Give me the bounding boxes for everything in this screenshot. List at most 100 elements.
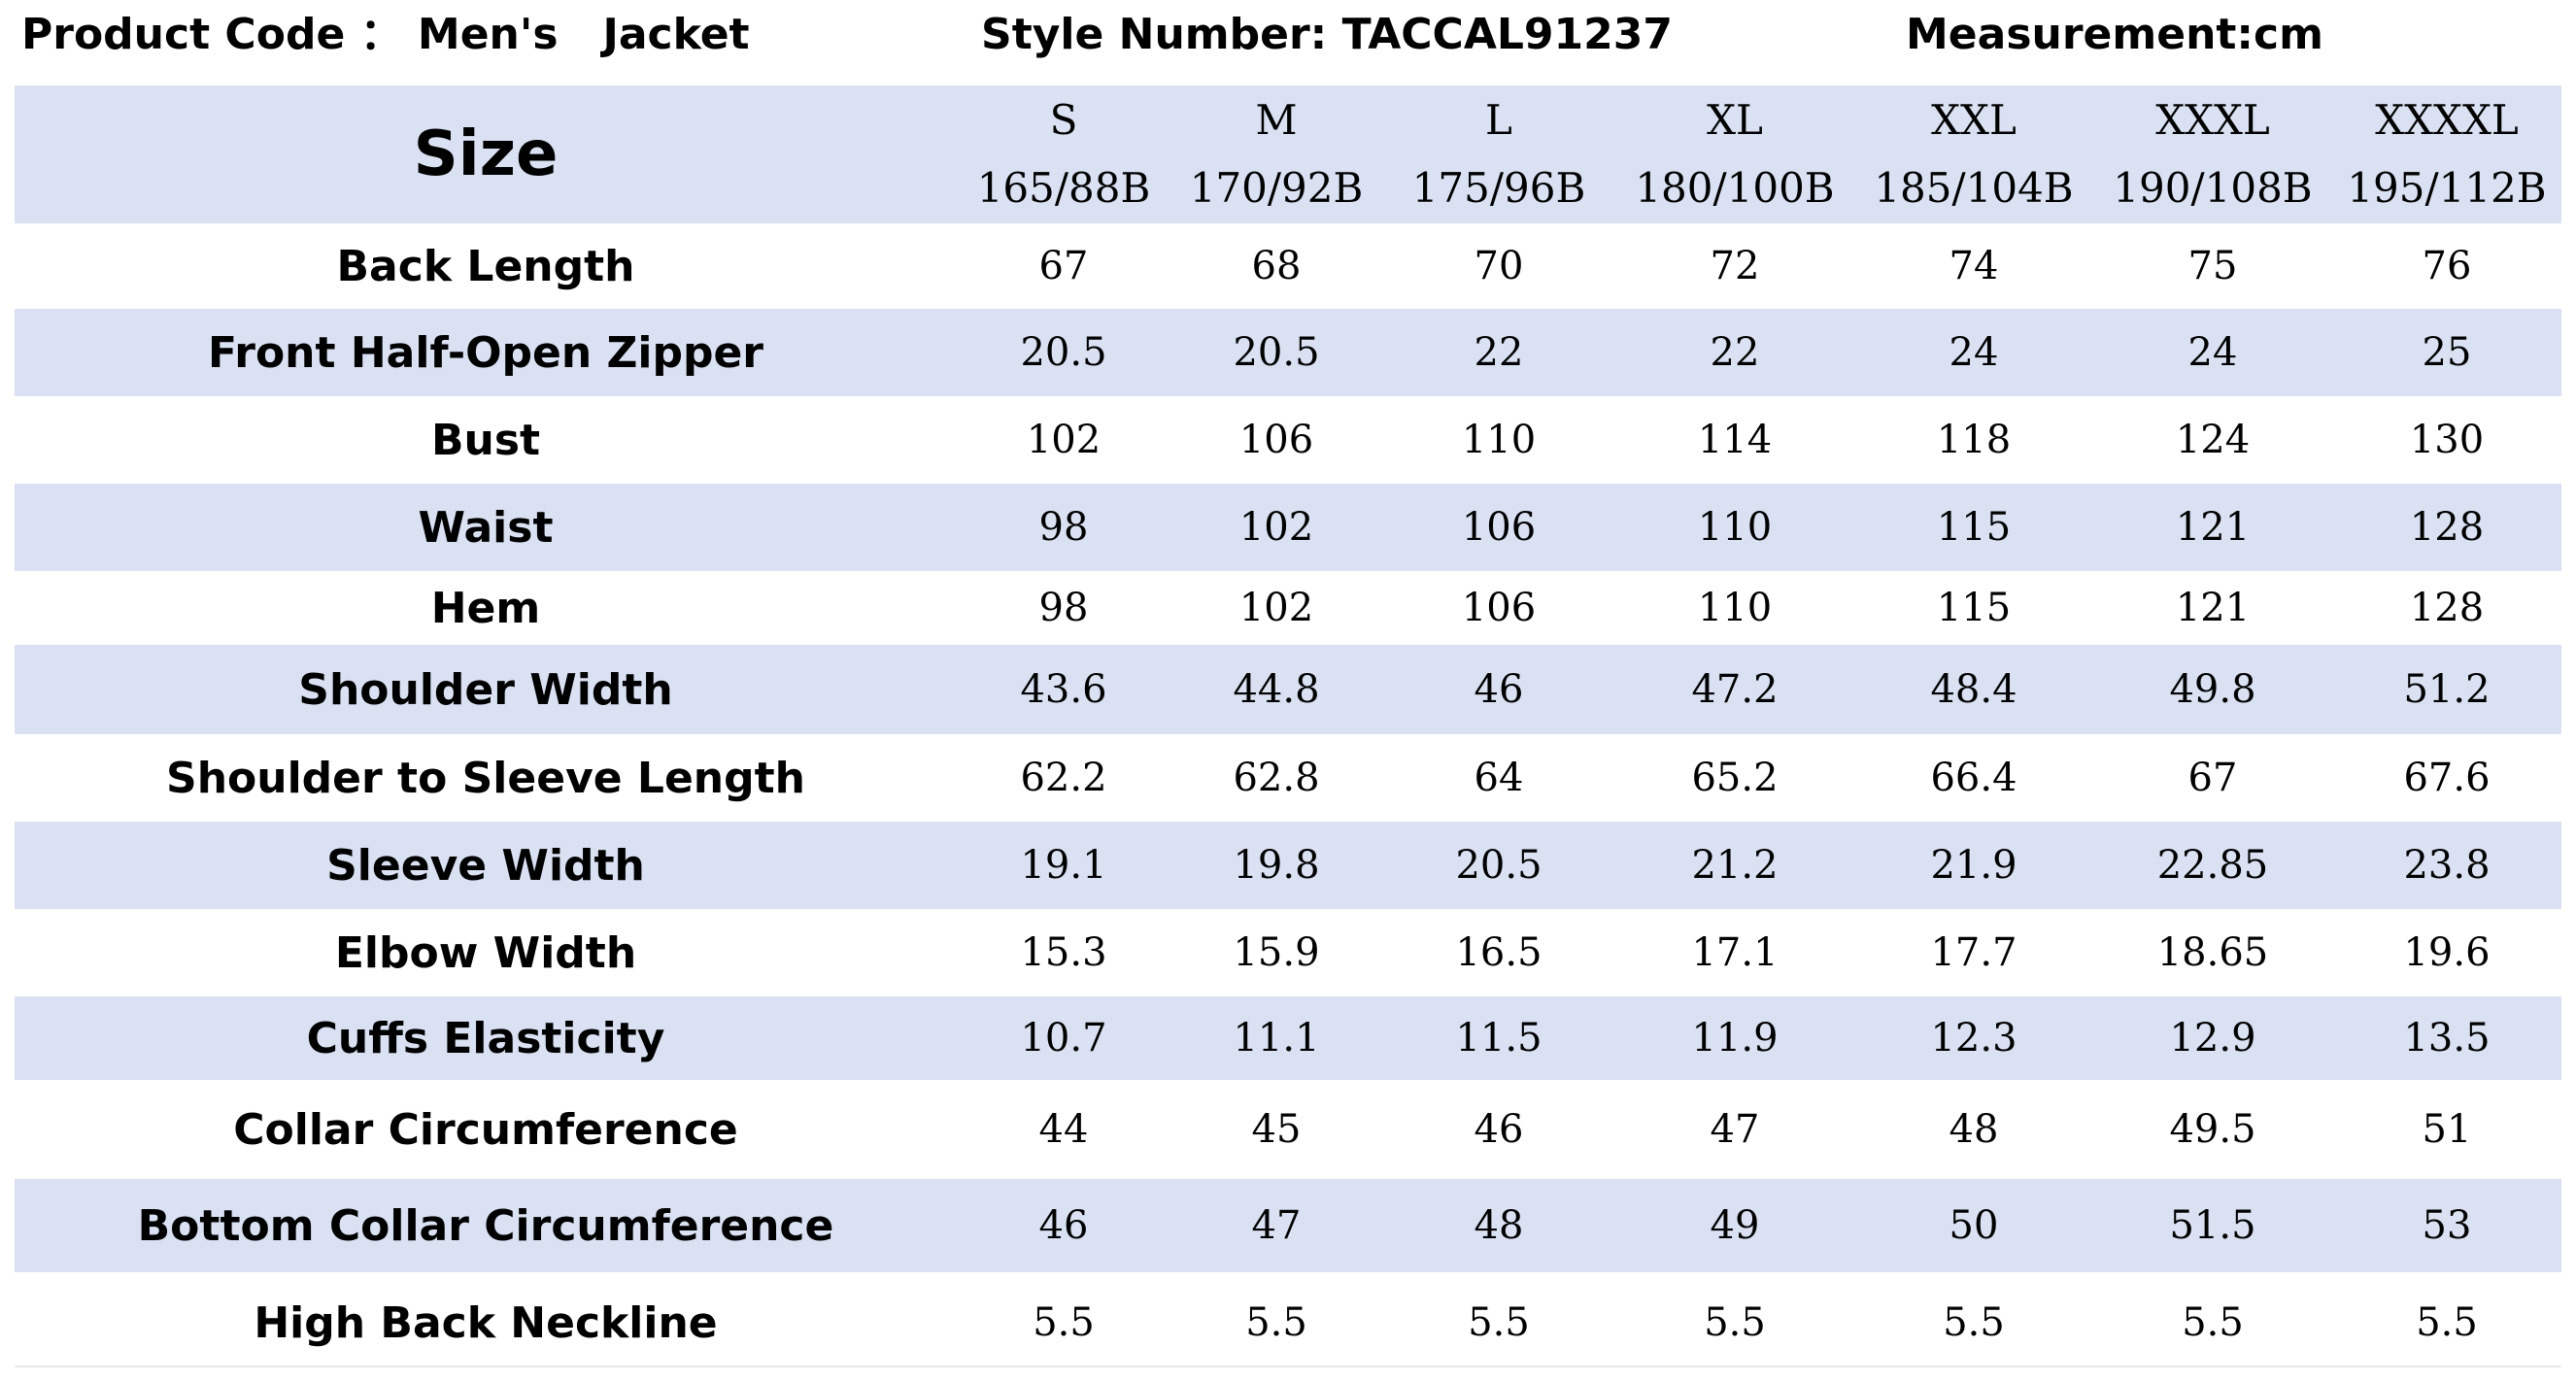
measurement-cell: 5.5 [1943,1300,2005,1345]
measurement-cell: 114 [1697,418,1773,462]
measurement-cell: 43.6 [957,645,1170,734]
measurement-cell: 21.9 [1854,822,2093,909]
product-code-label: Product Code ： Men's Jacket [21,10,750,59]
measurement-cell: 128 [2409,586,2485,630]
measurement-cell: 15.3 [1020,930,1107,975]
table-row: Collar Circumference 44 45 46 47 48 49.5 51 [15,1080,2561,1179]
measurement-unit-label: Measurement:cm [1906,10,2323,59]
measurement-cell: 46 [1382,645,1615,734]
measurement-cell: 5.5 [1468,1300,1530,1345]
row-label: Shoulder to Sleeve Length [166,753,805,803]
row-label: Elbow Width [334,927,637,978]
measurement-cell: 106 [1238,418,1314,462]
measurement-cell: 49.5 [2169,1107,2256,1152]
measurement-cell: 121 [2093,484,2332,571]
size-header-cell: L 175/96B [1382,85,1615,223]
measurement-cell: 53 [2332,1179,2561,1272]
size-code: L [1485,96,1512,144]
bottom-divider [15,1365,2561,1367]
measurement-cell: 102 [1026,418,1102,462]
row-label: Cuffs Elasticity [15,996,957,1080]
measurement-cell: 51.5 [2093,1179,2332,1272]
size-header-cell: M 170/92B [1170,85,1382,223]
measurement-cell: 11.1 [1170,996,1382,1080]
measurement-cell: 5.5 [1245,1300,1307,1345]
measurement-cell: 47.2 [1615,645,1854,734]
measurement-cell: 62.8 [1233,756,1320,800]
measurement-cell: 66.4 [1930,756,2017,800]
size-spec: 190/108B [2113,164,2313,212]
measurement-cell: 50 [1854,1179,2093,1272]
measurement-cell: 74 [1949,244,1999,288]
measurement-cell: 11.9 [1615,996,1854,1080]
measurement-cell: 102 [1238,586,1314,630]
measurement-cell: 67 [2187,756,2238,800]
measurement-cell: 67 [1038,244,1089,288]
row-label: Shoulder Width [15,645,957,734]
row-label: Back Length [336,241,635,291]
measurement-cell: 106 [1382,484,1615,571]
table-row: Waist 98 102 106 110 115 121 128 [15,484,2561,571]
table-row: Shoulder to Sleeve Length 62.2 62.8 64 65.2 6… [15,734,2561,822]
measurement-cell: 62.2 [1020,756,1107,800]
size-column-title: Size [15,85,957,223]
size-spec: 180/100B [1635,164,1835,212]
measurement-cell: 48 [1382,1179,1615,1272]
measurement-cell: 51 [2422,1107,2472,1152]
measurement-cell: 49 [1615,1179,1854,1272]
measurement-rows: Back Length 67 68 70 72 74 75 76 Front Half-Open… [15,223,2561,1373]
size-code: XXL [1931,96,2017,144]
measurement-cell: 72 [1710,244,1760,288]
measurement-cell: 22 [1615,309,1854,396]
measurement-cell: 130 [2409,418,2485,462]
measurement-cell: 98 [1038,586,1089,630]
row-label: Waist [15,484,957,571]
measurement-cell: 22 [1382,309,1615,396]
row-label: Front Half-Open Zipper [15,309,957,396]
measurement-cell: 19.6 [2403,930,2491,975]
measurement-cell: 128 [2332,484,2561,571]
measurement-cell: 22.85 [2093,822,2332,909]
measurement-cell: 5.5 [2416,1300,2478,1345]
measurement-cell: 20.5 [1170,309,1382,396]
measurement-cell: 70 [1474,244,1524,288]
table-row: Elbow Width 15.3 15.9 16.5 17.1 17.7 18.65 19.6 [15,909,2561,996]
measurement-cell: 64 [1474,756,1524,800]
measurement-cell: 102 [1170,484,1382,571]
table-row: Front Half-Open Zipper 20.5 20.5 22 22 24 24 25 [15,309,2561,396]
measurement-cell: 47 [1170,1179,1382,1272]
measurement-cell: 124 [2175,418,2251,462]
table-row: Shoulder Width 43.6 44.8 46 47.2 48.4 49.8 51.2 [15,645,2561,734]
size-header-cell: S 165/88B [957,85,1170,223]
size-header-cell: XXXL 190/108B [2093,85,2332,223]
measurement-cell: 46 [1474,1107,1524,1152]
measurement-cell: 17.1 [1691,930,1779,975]
row-label: High Back Neckline [254,1297,718,1348]
size-chart-table: Size S 165/88B M 170/92B L 175/96B XL 180/10… [15,85,2561,1373]
measurement-cell: 19.8 [1170,822,1382,909]
measurement-cell: 21.2 [1615,822,1854,909]
size-code: XL [1707,96,1763,144]
measurement-cell: 110 [1461,418,1537,462]
size-code: XXXXL [2375,96,2519,144]
measurement-cell: 67.6 [2403,756,2491,800]
table-row: Bust 102 106 110 114 118 124 130 [15,396,2561,484]
measurement-cell: 10.7 [957,996,1170,1080]
measurement-cell: 46 [957,1179,1170,1272]
measurement-cell: 45 [1251,1107,1302,1152]
measurement-cell: 12.3 [1854,996,2093,1080]
measurement-cell: 51.2 [2332,645,2561,734]
header-line: Product Code ： Men's Jacket Style Number… [0,0,2576,70]
size-spec: 195/112B [2347,164,2547,212]
measurement-cell: 98 [957,484,1170,571]
measurement-cell: 121 [2175,586,2251,630]
measurement-cell: 18.65 [2156,930,2269,975]
measurement-cell: 75 [2187,244,2238,288]
row-label: Hem [430,583,541,633]
size-spec: 170/92B [1189,164,1364,212]
row-label: Sleeve Width [15,822,957,909]
size-spec: 185/104B [1874,164,2074,212]
measurement-cell: 19.1 [957,822,1170,909]
measurement-cell: 115 [1936,586,2012,630]
measurement-cell: 13.5 [2332,996,2561,1080]
